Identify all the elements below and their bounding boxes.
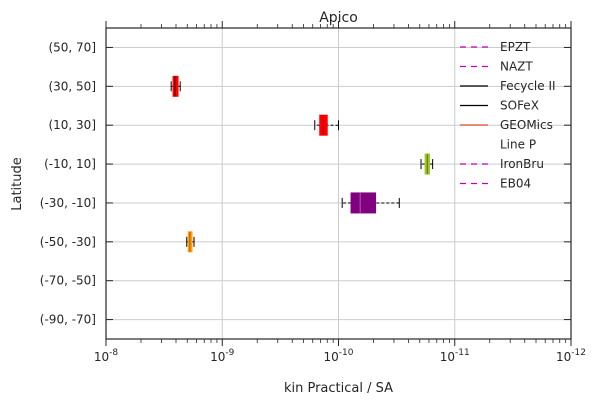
legend-item: Fecycle II [460,79,556,93]
x-tick-label: 10-8 [94,348,119,364]
legend-label: Fecycle II [500,79,556,93]
x-axis-label: kin Practical / SA [284,381,393,396]
y-tick-label: (-50, -30] [40,235,96,249]
y-tick-label: (-30, -10] [40,196,96,210]
y-tick-label: (-90, -70] [40,313,96,327]
box-(-30, -10] [341,192,400,214]
y-axis-label: Latitude [10,157,25,211]
box-(-50, -30] [186,231,195,253]
y-tick-label: (50, 70] [48,40,96,54]
box-(-10, 10] [420,153,434,175]
legend-item: EB04 [460,177,531,191]
legend-item: Line P [460,138,536,152]
legend-label: EB04 [500,177,531,191]
x-tick-label: 10-10 [324,348,354,364]
legend-item: EPZT [460,40,531,54]
legend-label: NAZT [500,60,533,74]
x-tick-label: 10-9 [210,348,235,364]
chart-title: Apico [319,10,358,26]
y-tick-label: (30, 50] [48,79,96,93]
legend-item: IronBru [460,157,544,171]
legend-item: GEOMics [460,118,553,132]
box-(10, 30] [314,114,339,136]
ticks [105,21,572,346]
legend: EPZT NAZT Fecycle II SOFeX GEOMics Line P Iron… [460,40,556,191]
box-(30, 50] [170,75,181,97]
box-body [350,192,377,214]
legend-label: EPZT [500,40,531,54]
y-tick-label: (-10, 10] [44,157,96,171]
legend-label: GEOMics [500,118,553,132]
y-tick-labels: (50, 70] (30, 50] (10, 30] (-10, 10] (-30, -… [40,40,96,326]
y-tick-label: (10, 30] [48,118,96,132]
x-tick-labels: 10-8 10-9 10-10 10-11 10-12 [94,348,586,364]
legend-item: SOFeX [460,99,539,113]
boxes [170,75,434,253]
legend-label: SOFeX [500,99,539,113]
legend-item: NAZT [460,60,533,74]
legend-label: IronBru [500,157,544,171]
legend-label: Line P [500,138,536,152]
x-tick-label: 10-11 [440,348,470,364]
y-tick-label: (-70, -50] [40,274,96,288]
x-tick-label: 10-12 [556,348,586,364]
